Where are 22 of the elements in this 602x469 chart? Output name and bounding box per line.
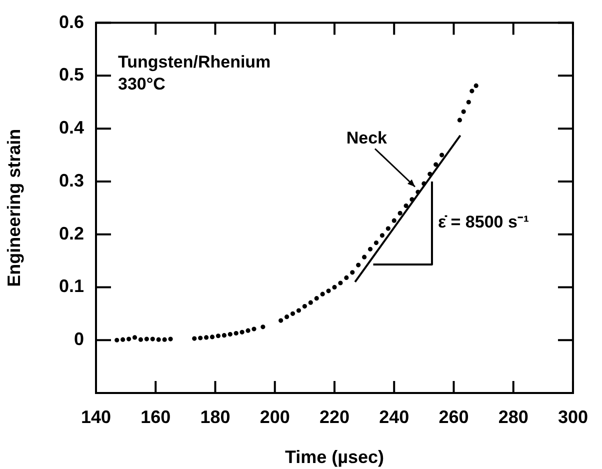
x-tick-label: 200 (260, 406, 290, 427)
x-tick-label: 300 (558, 406, 588, 427)
y-tick-label: 0.5 (58, 64, 84, 85)
x-tick-label: 180 (200, 406, 230, 427)
x-tick-label: 260 (438, 406, 469, 427)
x-tick-label: 160 (140, 406, 171, 427)
y-tick-label: 0.2 (58, 223, 84, 244)
x-axis-title: Time (µsec) (284, 447, 384, 468)
x-tick-label: 140 (80, 406, 112, 427)
y-tick-label: 0.3 (58, 170, 84, 190)
x-tick-label: 280 (498, 406, 528, 427)
x-tick-label: 220 (319, 406, 350, 427)
y-axis-title: Engineering strain (4, 128, 24, 287)
x-tick-label: 240 (379, 406, 410, 427)
y-tick-label: 0.1 (58, 276, 84, 296)
series-label: ε̇ = 8500 s⁻¹ (438, 212, 530, 232)
annotation: Neck (346, 128, 388, 148)
annotation: 330°C (118, 74, 166, 94)
annotation: Tungsten/Rhenium (118, 52, 271, 72)
y-tick-label: 0.4 (58, 118, 84, 138)
y-tick-label: 0.6 (58, 12, 84, 32)
y-tick-label: 0 (74, 329, 84, 350)
